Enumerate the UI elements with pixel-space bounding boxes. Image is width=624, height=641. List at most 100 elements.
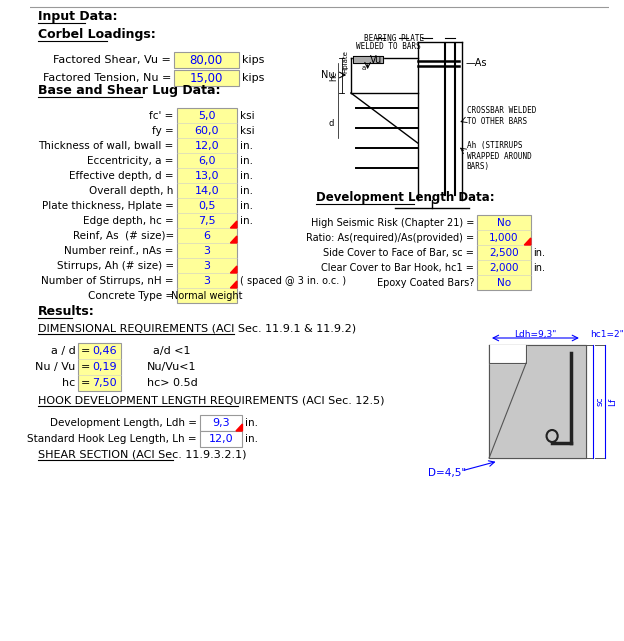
Polygon shape: [489, 345, 526, 363]
Text: Lf: Lf: [608, 397, 617, 406]
Polygon shape: [524, 238, 531, 245]
Text: Base and Shear Lug Data:: Base and Shear Lug Data:: [37, 84, 220, 97]
Text: in.: in.: [534, 247, 545, 258]
Text: Nu/Vu<1: Nu/Vu<1: [147, 362, 197, 372]
Text: 0,5: 0,5: [198, 201, 215, 210]
Text: Side Cover to Face of Bar, sc =: Side Cover to Face of Bar, sc =: [323, 247, 474, 258]
Text: in.: in.: [240, 140, 253, 151]
Text: Development Length, Ldh =: Development Length, Ldh =: [50, 418, 197, 428]
Text: Hplate: Hplate: [343, 51, 348, 73]
Bar: [200, 415, 243, 431]
Polygon shape: [230, 221, 237, 228]
Text: 9,3: 9,3: [212, 418, 230, 428]
Bar: [477, 215, 531, 290]
Text: ( spaced @ 3 in. o.c. ): ( spaced @ 3 in. o.c. ): [240, 276, 346, 285]
Bar: [79, 343, 121, 391]
Text: 2,500: 2,500: [489, 247, 519, 258]
Text: 3: 3: [203, 246, 210, 256]
Text: HOOK DEVELOPMENT LENGTH REQUIREMENTS (ACI Sec. 12.5): HOOK DEVELOPMENT LENGTH REQUIREMENTS (AC…: [37, 395, 384, 405]
Text: hc1=2": hc1=2": [590, 329, 624, 338]
Text: hc> 0.5d: hc> 0.5d: [147, 378, 197, 388]
Text: in.: in.: [240, 185, 253, 196]
Text: 12,0: 12,0: [209, 434, 233, 444]
Polygon shape: [236, 424, 243, 431]
Text: in.: in.: [245, 434, 258, 444]
Bar: [200, 431, 243, 447]
Polygon shape: [489, 345, 587, 458]
Text: Reinf, As  (# size)=: Reinf, As (# size)=: [72, 231, 174, 240]
Text: 13,0: 13,0: [195, 171, 219, 181]
Text: Thickness of wall, bwall =: Thickness of wall, bwall =: [39, 140, 174, 151]
Text: in.: in.: [534, 263, 545, 272]
Text: Number of Stirrups, nH =: Number of Stirrups, nH =: [41, 276, 174, 285]
Text: 6: 6: [203, 231, 210, 240]
Text: Clear Cover to Bar Hook, hc1 =: Clear Cover to Bar Hook, hc1 =: [321, 263, 474, 272]
Text: Corbel Loadings:: Corbel Loadings:: [37, 28, 155, 41]
Text: 0,19: 0,19: [92, 362, 117, 372]
Text: No: No: [497, 217, 511, 228]
Text: a/d <1: a/d <1: [154, 346, 191, 356]
Text: 5,0: 5,0: [198, 110, 215, 121]
Polygon shape: [230, 266, 237, 273]
Text: in.: in.: [240, 201, 253, 210]
Text: fc' =: fc' =: [150, 110, 174, 121]
Text: =: =: [81, 346, 90, 356]
Text: 0,46: 0,46: [92, 346, 117, 356]
Text: 12,0: 12,0: [195, 140, 219, 151]
Polygon shape: [230, 236, 237, 243]
Bar: [174, 52, 239, 68]
Text: a / d: a / d: [51, 346, 76, 356]
Text: sc: sc: [596, 397, 605, 406]
Text: SHEAR SECTION (ACI Sec. 11.9.3.2.1): SHEAR SECTION (ACI Sec. 11.9.3.2.1): [37, 449, 246, 459]
Text: Input Data:: Input Data:: [37, 10, 117, 23]
Text: Factored Tension, Nu =: Factored Tension, Nu =: [42, 73, 171, 83]
Text: 7,5: 7,5: [198, 215, 215, 226]
Polygon shape: [230, 281, 237, 288]
Bar: [177, 108, 237, 303]
Text: Eccentricity, a =: Eccentricity, a =: [87, 156, 174, 165]
Text: Ah (STIRRUPS
WRAPPED AROUND
BARS): Ah (STIRRUPS WRAPPED AROUND BARS): [467, 141, 532, 171]
Text: Results:: Results:: [37, 305, 94, 318]
Text: d: d: [329, 119, 334, 128]
Text: Factored Shear, Vu =: Factored Shear, Vu =: [53, 55, 171, 65]
Text: =: =: [81, 378, 90, 388]
Text: Number reinf., nAs =: Number reinf., nAs =: [64, 246, 174, 256]
Text: ksi: ksi: [240, 126, 255, 135]
Text: No: No: [497, 278, 511, 288]
Text: 14,0: 14,0: [195, 185, 219, 196]
Text: 2,000: 2,000: [489, 263, 519, 272]
Text: Normal weight: Normal weight: [171, 290, 243, 301]
Text: hc: hc: [329, 71, 339, 81]
Text: a: a: [362, 65, 366, 71]
Text: 60,0: 60,0: [195, 126, 219, 135]
Text: High Seismic Risk (Chapter 21) =: High Seismic Risk (Chapter 21) =: [311, 217, 474, 228]
Text: Effective depth, d =: Effective depth, d =: [69, 171, 174, 181]
Text: 3: 3: [203, 276, 210, 285]
Text: Standard Hook Leg Length, Lh =: Standard Hook Leg Length, Lh =: [27, 434, 197, 444]
Text: 1,000: 1,000: [489, 233, 519, 242]
Text: kips: kips: [241, 55, 264, 65]
Text: DIMENSIONAL REQUIREMENTS (ACI Sec. 11.9.1 & 11.9.2): DIMENSIONAL REQUIREMENTS (ACI Sec. 11.9.…: [37, 323, 356, 333]
Text: Concrete Type =: Concrete Type =: [88, 290, 174, 301]
Text: —As: —As: [466, 58, 487, 68]
Text: Plate thickness, Hplate =: Plate thickness, Hplate =: [42, 201, 174, 210]
Text: in.: in.: [245, 418, 258, 428]
Text: ksi: ksi: [240, 110, 255, 121]
Bar: [174, 70, 239, 86]
Text: Edge depth, hc =: Edge depth, hc =: [83, 215, 174, 226]
Text: 7,50: 7,50: [92, 378, 117, 388]
Text: 80,00: 80,00: [190, 53, 223, 67]
Text: in.: in.: [240, 156, 253, 165]
Text: Development Length Data:: Development Length Data:: [316, 191, 494, 204]
Text: 3: 3: [203, 260, 210, 271]
Text: Nu / Vu: Nu / Vu: [36, 362, 76, 372]
Text: 6,0: 6,0: [198, 156, 215, 165]
Text: WELDED TO BARS: WELDED TO BARS: [356, 42, 421, 51]
Text: Overall depth, h: Overall depth, h: [89, 185, 174, 196]
Text: 15,00: 15,00: [190, 72, 223, 85]
Text: Nu: Nu: [321, 70, 334, 80]
Text: D=4,5": D=4,5": [428, 468, 466, 478]
Text: kips: kips: [241, 73, 264, 83]
Text: in.: in.: [240, 171, 253, 181]
Text: hc: hc: [62, 378, 76, 388]
